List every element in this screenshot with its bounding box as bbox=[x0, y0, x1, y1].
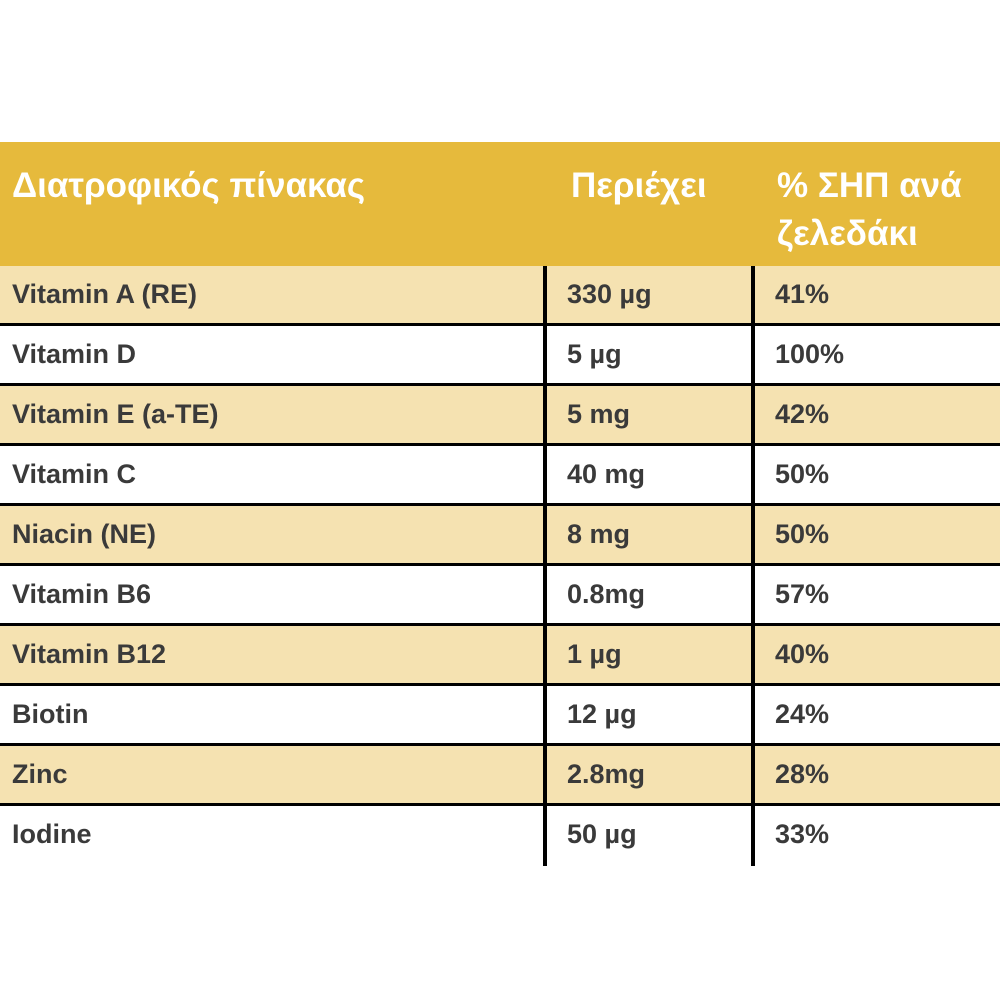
nutrient-name: Vitamin E (a-TE) bbox=[0, 386, 547, 443]
table-row: Vitamin B12 1 µg 40% bbox=[0, 626, 1000, 686]
nutrient-amount: 5 mg bbox=[547, 386, 755, 443]
nutrient-name: Vitamin C bbox=[0, 446, 547, 503]
table-header: Διατροφικός πίνακας Περιέχει % ΣΗΠ ανά ζ… bbox=[0, 142, 1000, 266]
nutrient-name: Vitamin D bbox=[0, 326, 547, 383]
nutrient-name: Vitamin B6 bbox=[0, 566, 547, 623]
table-row: Iodine 50 µg 33% bbox=[0, 806, 1000, 866]
nutrient-name: Vitamin B12 bbox=[0, 626, 547, 683]
nutrient-rdi: 42% bbox=[775, 399, 830, 429]
header-nutrition-table: Διατροφικός πίνακας bbox=[12, 166, 366, 205]
header-rdi-per-gummy: % ΣΗΠ ανά ζελεδάκι bbox=[755, 142, 1000, 266]
nutrient-rdi: 41% bbox=[775, 279, 830, 309]
nutrient-name: Biotin bbox=[0, 686, 547, 743]
nutrient-rdi: 28% bbox=[775, 759, 830, 789]
nutrient-rdi: 57% bbox=[775, 579, 830, 609]
table-row: Vitamin A (RE) 330 µg 41% bbox=[0, 266, 1000, 326]
nutrient-amount: 8 mg bbox=[547, 506, 755, 563]
table-row: Vitamin C 40 mg 50% bbox=[0, 446, 1000, 506]
header-contains: Περιέχει bbox=[571, 166, 707, 205]
nutrient-amount: 2.8mg bbox=[547, 746, 755, 803]
nutrient-rdi: 50% bbox=[775, 459, 830, 489]
header-rdi-line1: % ΣΗΠ ανά bbox=[777, 166, 962, 205]
header-rdi-line2: ζελεδάκι bbox=[777, 214, 918, 253]
nutrient-rdi: 50% bbox=[775, 519, 830, 549]
nutrient-name: Niacin (NE) bbox=[0, 506, 547, 563]
table-row: Vitamin D 5 µg 100% bbox=[0, 326, 1000, 386]
table-row: Vitamin E (a-TE) 5 mg 42% bbox=[0, 386, 1000, 446]
table-row: Biotin 12 µg 24% bbox=[0, 686, 1000, 746]
nutrient-amount: 5 µg bbox=[547, 326, 755, 383]
table-row: Niacin (NE) 8 mg 50% bbox=[0, 506, 1000, 566]
nutrition-table: Διατροφικός πίνακας Περιέχει % ΣΗΠ ανά ζ… bbox=[0, 142, 1000, 866]
nutrient-amount: 12 µg bbox=[547, 686, 755, 743]
nutrient-rdi: 24% bbox=[775, 699, 830, 729]
nutrient-amount: 50 µg bbox=[547, 806, 755, 866]
nutrient-name: Vitamin A (RE) bbox=[0, 266, 547, 323]
nutrient-rdi: 100% bbox=[775, 339, 845, 369]
nutrient-name: Zinc bbox=[0, 746, 547, 803]
table-row: Vitamin B6 0.8mg 57% bbox=[0, 566, 1000, 626]
nutrient-amount: 330 µg bbox=[547, 266, 755, 323]
nutrient-name: Iodine bbox=[0, 806, 547, 866]
nutrient-rdi: 33% bbox=[775, 819, 830, 849]
table-row: Zinc 2.8mg 28% bbox=[0, 746, 1000, 806]
nutrient-amount: 1 µg bbox=[547, 626, 755, 683]
nutrient-rdi: 40% bbox=[775, 639, 830, 669]
nutrient-amount: 40 mg bbox=[547, 446, 755, 503]
nutrient-amount: 0.8mg bbox=[547, 566, 755, 623]
